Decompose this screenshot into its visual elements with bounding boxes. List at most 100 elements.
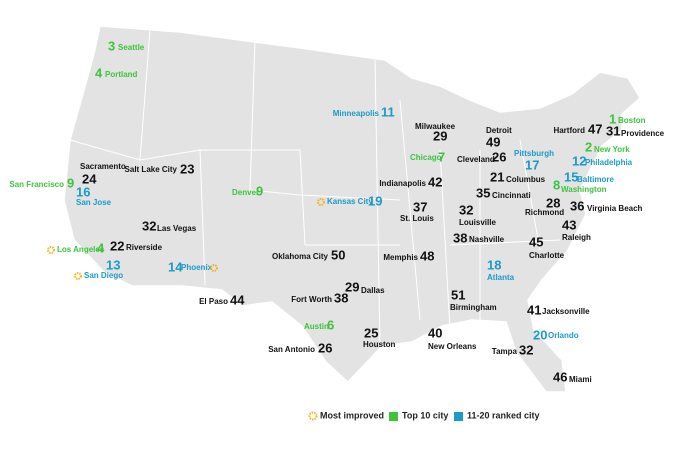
legend-label: Top 10 city [402, 410, 448, 420]
city-rank: 23 [180, 161, 194, 176]
city-name: Miami [569, 375, 592, 384]
city-name: Detroit [486, 126, 512, 135]
us-outline [63, 25, 641, 393]
improved-star [74, 272, 82, 280]
city-rank: 9 [67, 175, 74, 190]
city-rank: 12 [572, 153, 586, 168]
city-rank: 2 [585, 139, 592, 154]
city-name: El Paso [199, 297, 228, 306]
city-rank: 47 [588, 121, 602, 136]
legend-swatch [389, 412, 398, 421]
city-rank: 29 [433, 128, 447, 143]
city-rank: 15 [564, 169, 578, 184]
city-rank: 45 [529, 234, 543, 249]
city-rank: 24 [82, 171, 97, 186]
city-rank: 32 [459, 202, 473, 217]
city-name: St. Louis [400, 214, 434, 223]
city-name: New York [594, 145, 630, 154]
city-name: Denver [232, 188, 259, 197]
city-name: Indianapolis [379, 179, 426, 188]
city-rank: 32 [142, 218, 156, 233]
city-rank: 26 [492, 149, 506, 164]
city-name: Jacksonville [542, 307, 590, 316]
city-rank: 7 [438, 149, 445, 164]
city-name: Sacramento [80, 162, 126, 171]
city-name: Houston [363, 340, 396, 349]
city-name: Pittsburgh [514, 149, 554, 158]
legend-label: 11-20 ranked city [467, 410, 540, 420]
city-name: Cincinnati [492, 191, 531, 200]
city-rank: 44 [230, 292, 245, 307]
city-name: Los Angeles [57, 245, 105, 254]
city-name: Philadelphia [585, 158, 633, 167]
city-rank: 4 [95, 65, 103, 80]
city-rank: 4 [97, 240, 105, 255]
city-rank: 13 [106, 257, 120, 272]
city-rank: 20 [533, 327, 547, 342]
city-name: Cleveland [457, 155, 495, 164]
city-rank: 42 [428, 174, 442, 189]
city-rank: 32 [519, 342, 533, 357]
improved-star [317, 198, 325, 206]
city-name: Louisville [459, 218, 496, 227]
city-name: San Diego [84, 271, 123, 280]
legend-label: Most improved [320, 410, 384, 420]
city-name: Nashville [469, 235, 505, 244]
city-name: Baltimore [577, 175, 614, 184]
city-name: Hartford [553, 126, 585, 135]
city-name: Dallas [361, 286, 385, 295]
city-rank: 3 [108, 38, 115, 53]
city-rank: 46 [553, 369, 567, 384]
city-name: New Orleans [428, 342, 477, 351]
city-rank: 48 [420, 248, 434, 263]
city-rank: 14 [168, 259, 183, 274]
city-rank: 1 [609, 111, 616, 126]
city-rank: 9 [256, 183, 263, 198]
city-name: Portland [105, 70, 138, 79]
city-rank: 43 [562, 217, 576, 232]
city-name: Kansas City [327, 197, 373, 206]
city-rank: 25 [364, 325, 378, 340]
city-rank: 26 [318, 340, 332, 355]
city-name: Phoenix [181, 263, 213, 272]
city-rank: 29 [345, 279, 359, 294]
city-rank: 31 [606, 123, 620, 138]
city-name: Oklahoma City [272, 252, 329, 261]
improved-star [210, 264, 218, 272]
city-name: Columbus [506, 175, 546, 184]
city-rank: 22 [110, 238, 124, 253]
city-name: Richmond [525, 208, 564, 217]
city-rank: 50 [331, 247, 345, 262]
city-name: San Antonio [268, 345, 315, 354]
city-name: Austin [304, 322, 329, 331]
city-rank: 35 [476, 185, 490, 200]
city-rank: 28 [546, 195, 560, 210]
city-name: San Jose [76, 198, 112, 207]
legend: Most improved Top 10 city 11-20 ranked c… [308, 410, 540, 421]
city-name: Orlando [548, 331, 579, 340]
city-name: Charlotte [529, 251, 565, 260]
city-rank: 51 [451, 287, 465, 302]
city-name: Atlanta [487, 273, 515, 282]
city-name: Salt Lake City [125, 165, 178, 174]
city-name: Riverside [126, 243, 163, 252]
legend-star [308, 411, 318, 421]
city-rank: 21 [490, 169, 504, 184]
city-name: Boston [618, 116, 646, 125]
city-rank: 40 [428, 325, 442, 340]
city-rank: 36 [570, 198, 584, 213]
city-name: Minneapolis [333, 109, 380, 118]
city-rank: 11 [381, 104, 395, 119]
city-name: Washington [561, 185, 607, 194]
city-name: Memphis [383, 253, 418, 262]
city-rank: 17 [525, 157, 539, 172]
city-name: Birmingham [450, 303, 497, 312]
city-name: Milwaukee [415, 122, 456, 131]
city-rank: 38 [334, 290, 348, 305]
city-rank: 8 [553, 177, 560, 192]
city-name: Seattle [118, 43, 145, 52]
city-name: Las Vegas [157, 224, 197, 233]
city-rank: 6 [327, 317, 334, 332]
